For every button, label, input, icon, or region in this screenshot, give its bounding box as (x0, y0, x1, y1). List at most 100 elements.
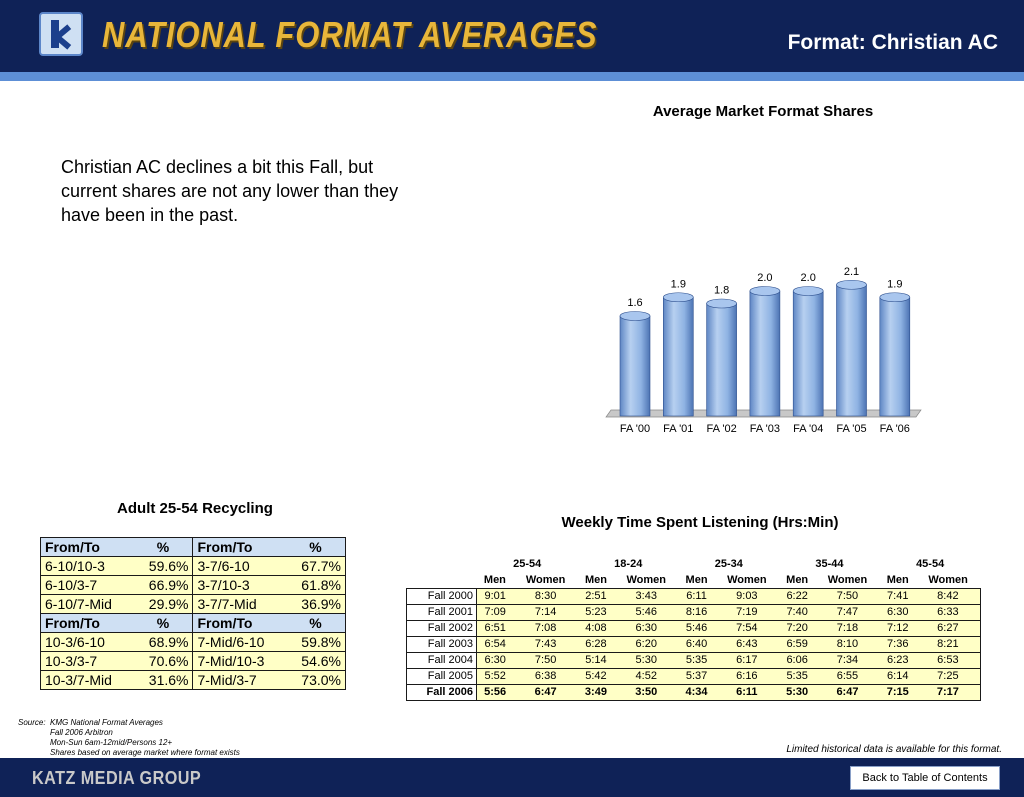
tsl-cell: 6:22 (779, 587, 816, 605)
tsl-sub-header: Men (786, 573, 809, 586)
tsl-cell: 8:30 (513, 587, 578, 605)
recycling-cell: 66.9% (133, 575, 194, 595)
source-label: Source: (18, 718, 46, 727)
data-label-1: 1.9 (671, 278, 686, 290)
source-line: Fall 2006 Arbitron (50, 728, 113, 737)
tsl-cell: 7:50 (815, 587, 880, 605)
recycling-title: Adult 25-54 Recycling (117, 500, 273, 517)
tsl-cell: 5:14 (577, 651, 614, 669)
recycling-cell: 70.6% (133, 651, 194, 671)
tsl-cell: 7:14 (513, 603, 578, 621)
tsl-cell: 6:40 (678, 635, 715, 653)
tsl-cell: 4:08 (577, 619, 614, 637)
recycling-row: 6-10/3-7 66.9% 3-7/10-3 61.8% (39, 575, 347, 595)
footer-brand: KATZ MEDIA GROUP (32, 768, 202, 788)
tsl-cell: 6:23 (879, 651, 916, 669)
tsl-cell: 7:50 (513, 651, 578, 669)
tsl-cell: 8:42 (915, 587, 981, 605)
recycling-cell: 54.6% (286, 651, 347, 671)
tsl-cell: 8:16 (678, 603, 715, 621)
tsl-cell: 6:06 (779, 651, 816, 669)
tsl-cell: 7:09 (476, 603, 514, 621)
tsl-cell: 6:51 (476, 619, 514, 637)
tsl-row-label: Fall 2002 (406, 619, 477, 637)
recycling-cell: 3-7/7-Mid (192, 594, 287, 614)
bar-cap-2 (706, 298, 737, 309)
format-title: Format: Christian AC (787, 31, 998, 54)
tsl-cell: 5:46 (613, 603, 679, 621)
tsl-cell: 7:43 (513, 635, 578, 653)
recycling-cell: 3-7/6-10 (192, 556, 287, 576)
tsl-cell: 5:30 (779, 683, 816, 701)
tsl-cell: 7:36 (879, 635, 916, 653)
tsl-sub-header: Men (483, 573, 506, 586)
tsl-cell: 5:46 (678, 619, 715, 637)
tsl-cell: 3:49 (577, 683, 614, 701)
recycling-header-cell: % (286, 613, 347, 633)
tsl-cell: 6:20 (613, 635, 679, 653)
tsl-cell: 6:43 (714, 635, 780, 653)
tsl-cell: 9:01 (476, 587, 514, 605)
recycling-header-cell: % (133, 613, 194, 633)
tsl-group-row: 25-54 18-24 25-34 35-44 45-54 (407, 556, 981, 572)
tsl-cell: 7:47 (815, 603, 880, 621)
tsl-cell: 6:11 (714, 683, 780, 701)
tsl-row-label: Fall 2003 (406, 635, 477, 653)
category-label-1: FA '01 (663, 423, 693, 435)
tsl-cell: 6:55 (815, 667, 880, 685)
source-line: Shares based on average market where for… (50, 748, 240, 757)
tsl-cell: 7:12 (879, 619, 916, 637)
bar-2 (706, 303, 737, 417)
recycling-cell: 59.6% (133, 556, 194, 576)
category-label-2: FA '02 (706, 423, 736, 435)
recycling-cell: 68.9% (133, 632, 194, 652)
tsl-cell: 7:20 (779, 619, 816, 637)
bar-cap-0 (619, 311, 651, 321)
recycling-cell: 6-10/10-3 (39, 556, 134, 576)
recycling-row: 6-10/10-3 59.6% 3-7/6-10 67.7% (39, 556, 347, 576)
bar-6 (879, 296, 911, 417)
bar-0 (619, 315, 651, 417)
category-label-4: FA '04 (793, 423, 823, 435)
tsl-cell: 6:17 (714, 651, 780, 669)
recycling-cell: 61.8% (286, 575, 347, 595)
tsl-sub-header: Women (525, 573, 566, 586)
recycling-cell: 7-Mid/10-3 (192, 651, 287, 671)
tsl-cell: 4:52 (613, 667, 679, 685)
tsl-cell: 7:40 (779, 603, 816, 621)
recycling-header-cell: % (286, 537, 347, 557)
bar-5 (836, 284, 867, 417)
tsl-cell: 3:50 (613, 683, 679, 701)
bar-cap-5 (836, 279, 867, 290)
tsl-group-header: 35-44 (815, 558, 844, 570)
tsl-cell: 8:21 (915, 635, 981, 653)
tsl-cell: 5:30 (613, 651, 679, 669)
tsl-cell: 6:54 (476, 635, 514, 653)
katz-logo-icon (39, 12, 83, 56)
recycling-header-cell: From/To (39, 613, 134, 633)
tsl-cell: 7:17 (915, 683, 981, 701)
recycling-cell: 67.7% (286, 556, 347, 576)
tsl-sub-header: Women (928, 573, 968, 586)
back-to-contents-button[interactable]: Back to Table of Contents (850, 766, 1000, 790)
recycling-cell: 59.8% (286, 632, 347, 652)
tsl-cell: 6:47 (815, 683, 880, 701)
recycling-cell: 36.9% (286, 594, 347, 614)
share-bar-chart: 1.6 FA '00 1.9 FA '01 1.8 FA '02 2.0 FA '03 2.0 F… (605, 266, 922, 435)
category-label-0: FA '00 (620, 423, 650, 435)
tsl-sub-header: Men (685, 573, 708, 586)
tsl-sub-header: Women (827, 573, 868, 586)
tsl-table: 25-54 18-24 25-34 35-44 45-54 Men Women Men Wome… (406, 556, 981, 701)
tsl-row: Fall 2004 6:30 7:50 5:14 5:30 5:35 6:17 6:06 7:3… (406, 651, 981, 669)
bar-1 (663, 296, 694, 417)
tsl-cell: 6:11 (678, 587, 715, 605)
tsl-cell: 2:51 (577, 587, 614, 605)
tsl-cell: 6:38 (513, 667, 578, 685)
tsl-sub-header: Women (626, 573, 666, 586)
recycling-header-row: From/To% From/To% (39, 537, 347, 557)
recycling-cell: 6-10/7-Mid (39, 594, 134, 614)
recycling-cell: 3-7/10-3 (192, 575, 287, 595)
tsl-sub-header: Women (727, 573, 767, 586)
recycling-cell: 10-3/3-7 (39, 651, 134, 671)
commentary-text: Christian AC declines a bit this Fall, b… (61, 157, 399, 225)
